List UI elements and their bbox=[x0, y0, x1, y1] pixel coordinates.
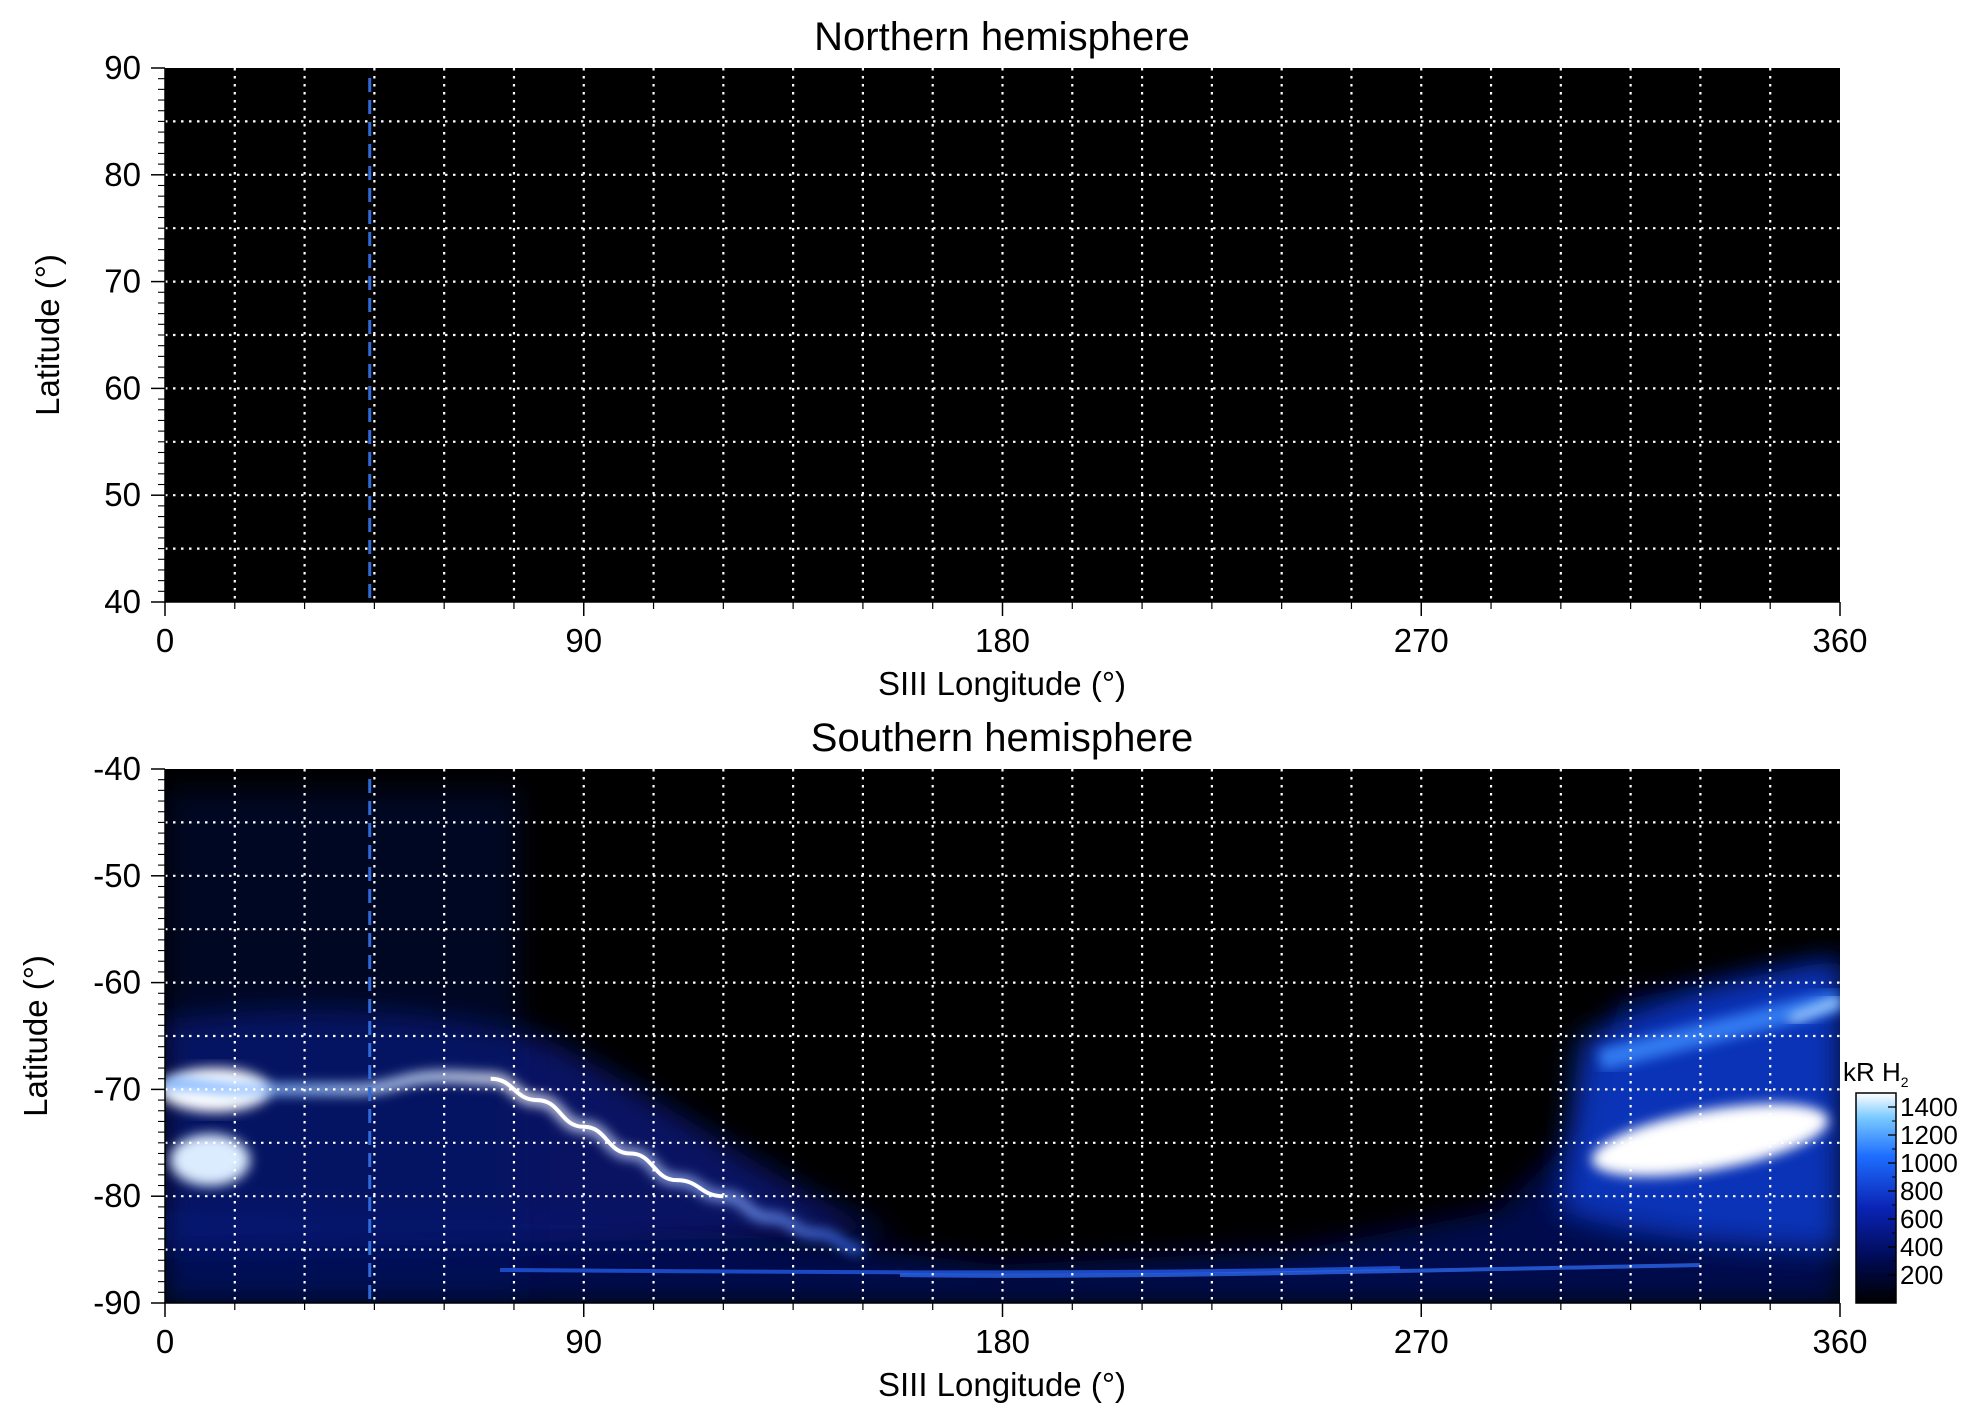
northern-axes: 0 90 180 270 360 90 80 70 60 50 40 bbox=[104, 49, 1867, 659]
southern-x-axis-title: SIII Longitude (°) bbox=[878, 1366, 1126, 1403]
southern-y-tick-label: -50 bbox=[93, 857, 141, 894]
polar-streak-2 bbox=[899, 1263, 1701, 1278]
right-outer-arc bbox=[1597, 989, 1840, 1071]
southern-y-axis-title: Latitude (°) bbox=[17, 955, 54, 1117]
colorbar-tick-label: 600 bbox=[1900, 1204, 1943, 1234]
colorbar-tick-label: 800 bbox=[1900, 1176, 1943, 1206]
colorbar-tick-label: 1400 bbox=[1900, 1092, 1958, 1122]
colorbar-label: kR H2 bbox=[1843, 1057, 1909, 1090]
northern-panel-title: Northern hemisphere bbox=[814, 15, 1190, 59]
southern-y-tick-label: -90 bbox=[93, 1284, 141, 1321]
northern-grid bbox=[165, 68, 1840, 602]
colorbar-tick-label: 1200 bbox=[1900, 1120, 1958, 1150]
polar-streak-1 bbox=[499, 1266, 1401, 1275]
colorbar-tick-label: 1000 bbox=[1900, 1148, 1958, 1178]
northern-x-tick-label: 0 bbox=[156, 622, 174, 659]
left-noise-region bbox=[165, 790, 520, 1300]
northern-y-axis-title: Latitude (°) bbox=[29, 254, 66, 416]
southern-axes: 0 90 180 270 360 -40 -50 -60 -70 -80 -90 bbox=[93, 750, 1867, 1360]
northern-x-tick-label: 360 bbox=[1812, 622, 1867, 659]
southern-y-tick-label: -80 bbox=[93, 1177, 141, 1214]
southern-y-tick-label: -40 bbox=[93, 750, 141, 787]
southern-x-tick-label: 0 bbox=[156, 1323, 174, 1360]
northern-x-tick-label: 180 bbox=[975, 622, 1030, 659]
colorbar-tick-label: 200 bbox=[1900, 1260, 1943, 1290]
main-oval-core bbox=[490, 1076, 724, 1199]
colorbar-gradient bbox=[1855, 1092, 1897, 1304]
southern-x-tick-label: 180 bbox=[975, 1323, 1030, 1360]
colorbar-label-text: kR H bbox=[1843, 1057, 1901, 1087]
southern-x-tick-label: 360 bbox=[1812, 1323, 1867, 1360]
colorbar-label-subscript: 2 bbox=[1901, 1074, 1909, 1090]
southern-grid bbox=[165, 769, 1840, 1303]
northern-y-tick-label: 50 bbox=[104, 476, 141, 513]
colorbar-tick-label: 400 bbox=[1900, 1232, 1943, 1262]
northern-x-tick-label: 90 bbox=[565, 622, 602, 659]
southern-panel: Southern hemisphere 0 90 180 270 360 -40 -50 -6… bbox=[17, 716, 1958, 1403]
northern-x-tick-label: 270 bbox=[1394, 622, 1449, 659]
northern-panel: Northern hemisphere 0 90 180 270 360 90 80 70 60… bbox=[29, 15, 1868, 702]
northern-y-tick-label: 70 bbox=[104, 263, 141, 300]
southern-x-tick-label: 90 bbox=[565, 1323, 602, 1360]
southern-panel-title: Southern hemisphere bbox=[811, 716, 1193, 760]
southern-y-tick-label: -70 bbox=[93, 1070, 141, 1107]
northern-y-tick-label: 40 bbox=[104, 583, 141, 620]
southern-y-tick-label: -60 bbox=[93, 964, 141, 1001]
right-upper-strip bbox=[1788, 996, 1840, 1024]
left-bright-patch-lower bbox=[170, 1134, 250, 1186]
northern-x-axis-title: SIII Longitude (°) bbox=[878, 665, 1126, 702]
northern-y-tick-label: 90 bbox=[104, 49, 141, 86]
southern-x-tick-label: 270 bbox=[1394, 1323, 1449, 1360]
northern-y-tick-label: 60 bbox=[104, 369, 141, 406]
northern-y-tick-label: 80 bbox=[104, 156, 141, 193]
